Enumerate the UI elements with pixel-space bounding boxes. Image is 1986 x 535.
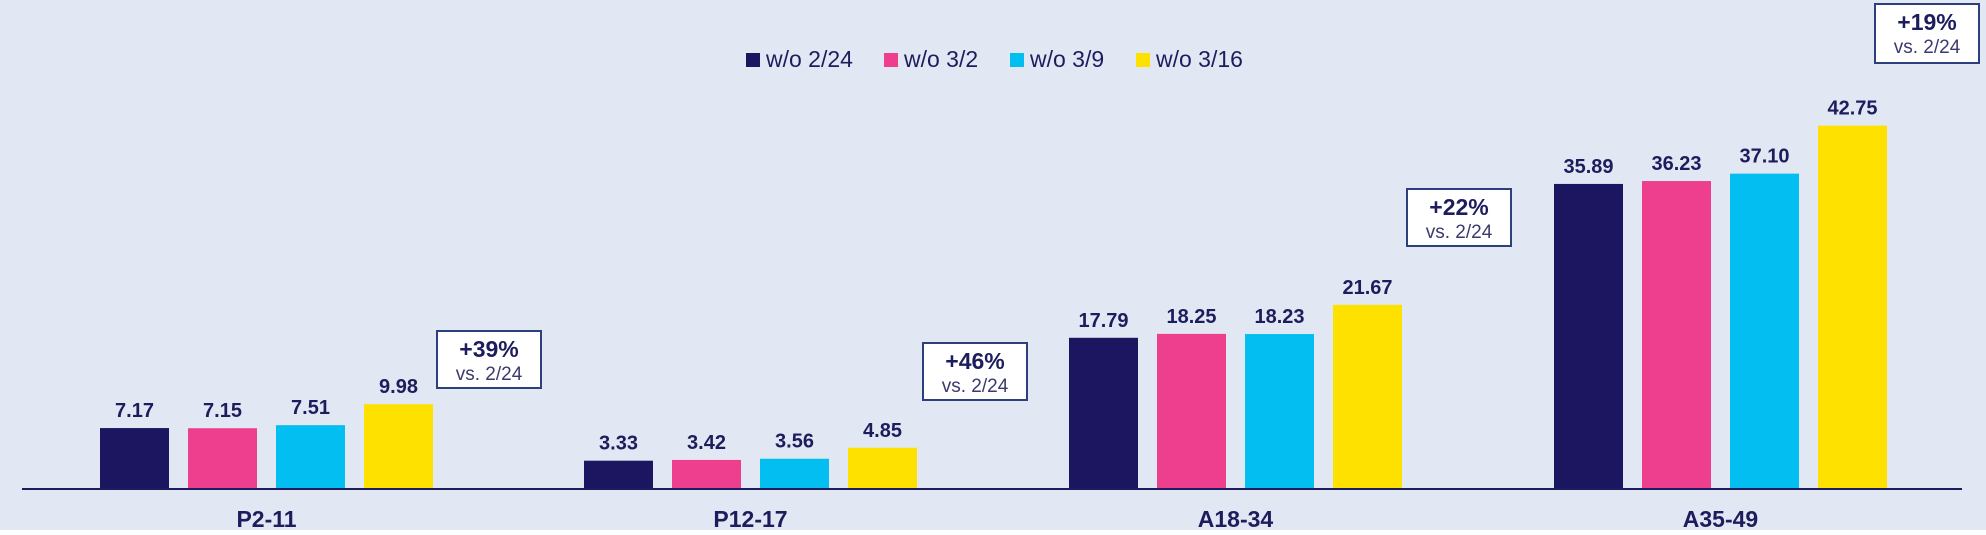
value-label: 36.23 (1651, 153, 1701, 175)
annotation-note: vs. 2/24 (1426, 222, 1493, 243)
category-label: P2-11 (236, 506, 296, 532)
annotation-note: vs. 2/24 (942, 376, 1009, 397)
value-label: 17.79 (1078, 310, 1128, 332)
value-label: 35.89 (1563, 156, 1613, 178)
change-annotation: +39%vs. 2/24 (436, 330, 542, 389)
bar (1554, 183, 1623, 489)
annotation-box (1874, 3, 1980, 64)
annotation-box (1406, 188, 1512, 247)
value-label: 9.98 (379, 376, 418, 398)
legend-label: w/o 3/2 (903, 46, 978, 72)
value-label: 4.85 (863, 420, 902, 442)
legend-item: w/o 3/2 (884, 46, 978, 72)
bar (1069, 337, 1138, 489)
bar (760, 458, 829, 489)
annotation-change: +19% (1897, 9, 1956, 35)
value-label: 37.10 (1739, 146, 1789, 168)
bar (364, 404, 433, 489)
annotations: +39%vs. 2/24+46%vs. 2/24+22%vs. 2/24+19%… (436, 3, 1980, 401)
value-label: 21.67 (1342, 277, 1392, 299)
change-annotation: +19%vs. 2/24 (1874, 3, 1980, 64)
bar (188, 428, 257, 489)
bar (276, 425, 345, 489)
legend-swatch (1010, 53, 1024, 67)
value-labels: 7.17 7.15 7.51 9.98 3.33 3.42 3.56 4.85 17.79 18.… (115, 98, 1878, 455)
legend-item: w/o 3/16 (1136, 46, 1243, 72)
legend-swatch (884, 53, 898, 67)
bar (1818, 125, 1887, 489)
change-annotation: +46%vs. 2/24 (922, 342, 1028, 401)
value-label: 18.23 (1254, 306, 1304, 328)
annotation-box (436, 330, 542, 389)
bar (1730, 173, 1799, 489)
legend-swatch (746, 53, 760, 67)
value-label: 3.56 (775, 431, 814, 453)
category-label: A18-34 (1198, 506, 1274, 532)
category-label: A35-49 (1683, 506, 1758, 532)
bar (100, 428, 169, 489)
bar (848, 447, 917, 489)
category-label: P12-17 (713, 506, 787, 532)
legend-label: w/o 3/9 (1029, 46, 1104, 72)
legend-label: w/o 2/24 (765, 46, 853, 72)
annotation-box (922, 342, 1028, 401)
value-label: 7.17 (115, 400, 154, 422)
annotation-change: +46% (945, 348, 1004, 374)
bar (1245, 334, 1314, 489)
value-label: 18.25 (1166, 306, 1216, 328)
bar (1157, 333, 1226, 489)
annotation-note: vs. 2/24 (456, 364, 523, 385)
annotation-change: +22% (1429, 194, 1488, 220)
bar (584, 460, 653, 489)
value-label: 7.51 (291, 397, 330, 419)
bars (100, 125, 1887, 490)
annotation-change: +39% (459, 336, 518, 362)
value-label: 3.33 (599, 433, 638, 455)
legend-label: w/o 3/16 (1155, 46, 1243, 72)
value-label: 7.15 (203, 400, 242, 422)
value-label: 42.75 (1827, 98, 1877, 120)
change-annotation: +22%vs. 2/24 (1406, 188, 1512, 247)
legend-item: w/o 2/24 (746, 46, 853, 72)
value-label: 3.42 (687, 432, 726, 454)
annotation-note: vs. 2/24 (1894, 37, 1961, 58)
bar (1333, 304, 1402, 489)
legend: w/o 2/24 w/o 3/2 w/o 3/9 w/o 3/16 (746, 46, 1243, 72)
category-labels: P2-11 P12-17 A18-34 A35-49 (236, 506, 1758, 532)
bar (672, 459, 741, 489)
legend-item: w/o 3/9 (1010, 46, 1104, 72)
bar (1642, 181, 1711, 490)
legend-swatch (1136, 53, 1150, 67)
